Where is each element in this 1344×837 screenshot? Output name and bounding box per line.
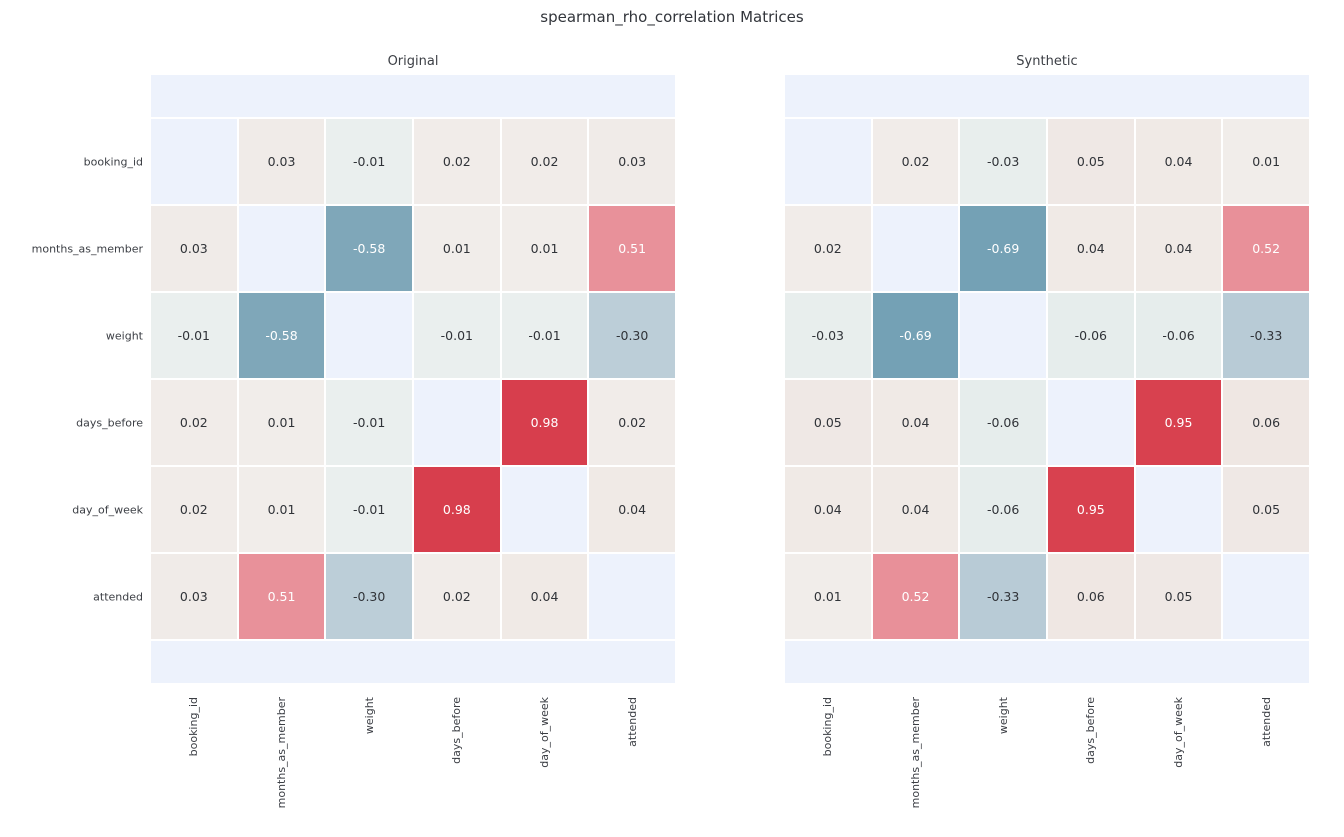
heatmap-cell: 0.01 [413, 206, 500, 291]
original-heatmap: 0.03 -0.01 0.02 0.02 0.03 0.03 -0.58 0.01 0.01 0.… [151, 75, 675, 685]
heatmap-cell: 0.04 [872, 380, 959, 465]
heatmap-cell: -0.01 [326, 380, 412, 465]
heatmap-cell: 0.51 [589, 206, 675, 291]
heatmap-cell: 0.01 [501, 206, 588, 291]
heatmap-cell: 0.03 [238, 119, 325, 204]
heatmap-cell: -0.01 [326, 467, 412, 552]
heatmap-cell: -0.58 [238, 293, 325, 378]
heatmap-cell [1047, 380, 1134, 465]
heatmap-cell [326, 293, 412, 378]
x-tick-label: months_as_member [275, 697, 288, 809]
heatmap-cell: 0.05 [1047, 119, 1134, 204]
heatmap-cell: 0.01 [238, 467, 325, 552]
heatmap-cell: 0.04 [501, 554, 588, 639]
heatmap-cell: -0.06 [960, 467, 1046, 552]
synthetic-heatmap: 0.02 -0.03 0.05 0.04 0.01 0.02 -0.69 0.04 0.04 0.… [785, 75, 1309, 685]
heatmap-cell [1135, 467, 1222, 552]
heatmap-cell: -0.30 [589, 293, 675, 378]
heatmap-cell: 0.04 [1135, 206, 1222, 291]
heatmap-cell: -0.69 [872, 293, 959, 378]
x-tick-label: attended [1259, 697, 1273, 747]
heatmap-cell: 0.02 [413, 554, 500, 639]
heatmap-cell [960, 293, 1046, 378]
figure-title: spearman_rho_correlation Matrices [540, 8, 804, 26]
heatmap-cell: 0.01 [1223, 119, 1309, 204]
x-tick-label: booking_id [187, 697, 201, 757]
heatmap-cell: 0.04 [1047, 206, 1134, 291]
heatmap-cell [501, 467, 588, 552]
heatmap-blank-strip-top [151, 75, 675, 117]
heatmap-cell: 0.03 [589, 119, 675, 204]
heatmap-cell: 0.04 [1135, 119, 1222, 204]
heatmap-cell: 0.51 [238, 554, 325, 639]
heatmap-cell: 0.52 [872, 554, 959, 639]
heatmap-cell: 0.98 [501, 380, 588, 465]
heatmap-cell [413, 380, 500, 465]
heatmap-cell [872, 206, 959, 291]
y-tick-label: days_before [76, 416, 143, 429]
heatmap-cell: 0.03 [151, 206, 237, 291]
y-tick-label: attended [93, 590, 143, 603]
heatmap-cell: 0.02 [151, 380, 237, 465]
heatmap-cell: -0.03 [960, 119, 1046, 204]
heatmap-cell [785, 119, 871, 204]
heatmap-cell [1223, 554, 1309, 639]
x-tick-label: weight [362, 697, 376, 735]
heatmap-blank-strip-bottom [785, 641, 1309, 683]
heatmap-cell [238, 206, 325, 291]
x-tick-label: weight [996, 697, 1010, 735]
x-tick-label: booking_id [821, 697, 835, 757]
subplot-title-synthetic: Synthetic [1016, 54, 1078, 69]
y-tick-label: day_of_week [72, 503, 143, 516]
x-tick-label: months_as_member [909, 697, 922, 809]
heatmap-cell: -0.06 [1047, 293, 1134, 378]
y-tick-label: months_as_member [31, 242, 143, 255]
heatmap-cell: 0.03 [151, 554, 237, 639]
heatmap-cell: -0.33 [960, 554, 1046, 639]
heatmap-cell: -0.01 [413, 293, 500, 378]
heatmap-cell: -0.01 [151, 293, 237, 378]
heatmap-cell [589, 554, 675, 639]
heatmap-cell: 0.05 [785, 380, 871, 465]
x-tick-label: days_before [450, 697, 464, 764]
x-tick-label: attended [625, 697, 639, 747]
heatmap-cell: 0.02 [413, 119, 500, 204]
heatmap-blank-strip-top [785, 75, 1309, 117]
y-tick-label: weight [105, 329, 143, 342]
heatmap-cell: -0.58 [326, 206, 412, 291]
heatmap-cell: -0.33 [1223, 293, 1309, 378]
heatmap-cell [151, 119, 237, 204]
heatmap-blank-strip-bottom [151, 641, 675, 683]
heatmap-cell: 0.05 [1223, 467, 1309, 552]
x-tick-label: day_of_week [1172, 697, 1185, 768]
heatmap-cell: 0.01 [238, 380, 325, 465]
heatmap-cell: -0.01 [501, 293, 588, 378]
heatmap-cell: 0.02 [589, 380, 675, 465]
heatmap-cell: 0.01 [785, 554, 871, 639]
heatmap-cell: 0.02 [501, 119, 588, 204]
heatmap-cell: 0.95 [1135, 380, 1222, 465]
heatmap-cell: 0.98 [413, 467, 500, 552]
x-tick-label: days_before [1084, 697, 1098, 764]
heatmap-cell: -0.69 [960, 206, 1046, 291]
heatmap-cell: 0.06 [1047, 554, 1134, 639]
heatmap-cell: 0.02 [151, 467, 237, 552]
y-tick-label: booking_id [83, 155, 143, 168]
heatmap-cell: 0.95 [1047, 467, 1134, 552]
heatmap-cell: 0.52 [1223, 206, 1309, 291]
heatmap-cell: 0.04 [872, 467, 959, 552]
heatmap-cell: 0.04 [785, 467, 871, 552]
heatmap-cell: -0.06 [1135, 293, 1222, 378]
heatmap-cell: 0.06 [1223, 380, 1309, 465]
heatmap-cell: -0.06 [960, 380, 1046, 465]
heatmap-cell: 0.02 [785, 206, 871, 291]
heatmap-cell: -0.01 [326, 119, 412, 204]
heatmap-cell: -0.30 [326, 554, 412, 639]
heatmap-cell: 0.05 [1135, 554, 1222, 639]
heatmap-cell: -0.03 [785, 293, 871, 378]
x-tick-label: day_of_week [538, 697, 551, 768]
subplot-title-original: Original [387, 54, 439, 69]
heatmap-cell: 0.04 [589, 467, 675, 552]
heatmap-cell: 0.02 [872, 119, 959, 204]
